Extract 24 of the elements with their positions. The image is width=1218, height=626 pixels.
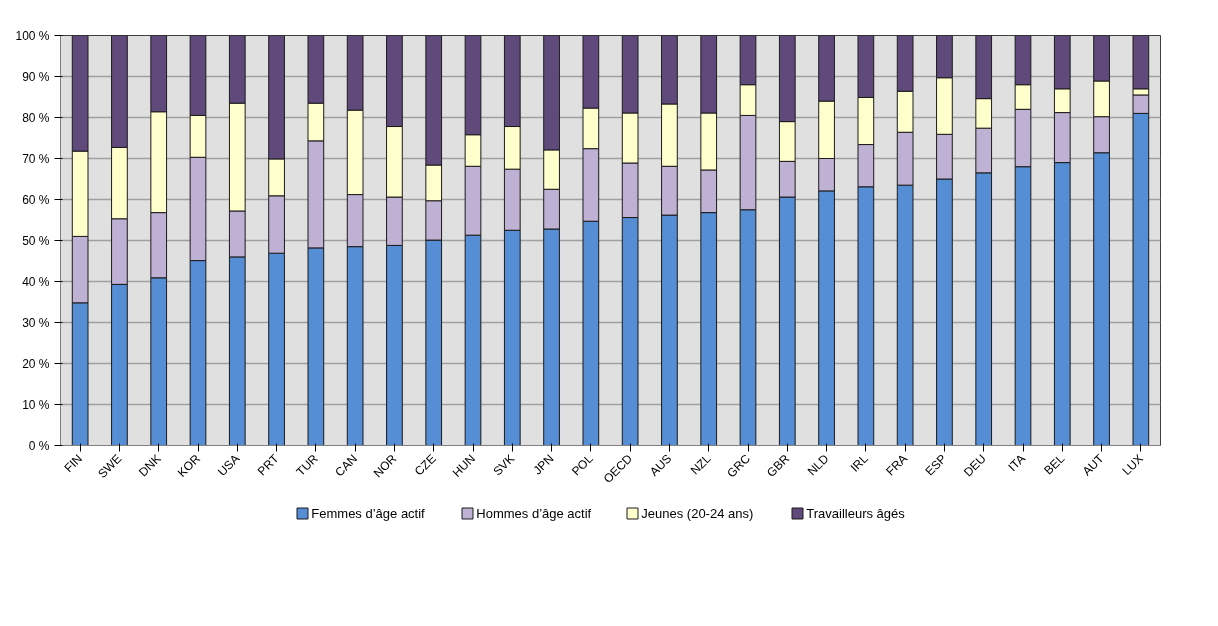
x-tick-label: FIN xyxy=(61,451,86,476)
legend-label: Femmes d’âge actif xyxy=(311,506,426,521)
legend-label: Jeunes (20-24 ans) xyxy=(641,506,754,521)
y-tick-label: 90 % xyxy=(22,69,50,84)
y-tick-label: 50 % xyxy=(22,233,50,248)
y-tick-label: 40 % xyxy=(22,274,50,289)
y-tick-label: 100 % xyxy=(15,28,50,43)
y-tick-label: 80 % xyxy=(22,110,50,125)
x-tick-label: NZL xyxy=(687,451,714,478)
y-tick-label: 10 % xyxy=(22,397,50,412)
legend-label: Travailleurs âgés xyxy=(806,506,906,521)
y-tick-label: 30 % xyxy=(22,315,50,330)
x-tick-label: FRA xyxy=(883,451,911,479)
x-tick-label: TUR xyxy=(293,451,322,479)
y-tick-label: 60 % xyxy=(22,192,50,207)
legend-label: Hommes d’âge actif xyxy=(476,506,592,521)
x-tick-label: ITA xyxy=(1005,451,1028,475)
x-tick-label: BEL xyxy=(1041,451,1068,478)
x-tick-label: IRL xyxy=(847,451,872,475)
x-tick-label: POL xyxy=(568,451,597,479)
y-tick-label: 0 % xyxy=(28,438,50,453)
x-tick-label: USA xyxy=(214,451,243,479)
y-tick-label: 70 % xyxy=(22,151,50,166)
y-tick-label: 20 % xyxy=(22,356,50,371)
